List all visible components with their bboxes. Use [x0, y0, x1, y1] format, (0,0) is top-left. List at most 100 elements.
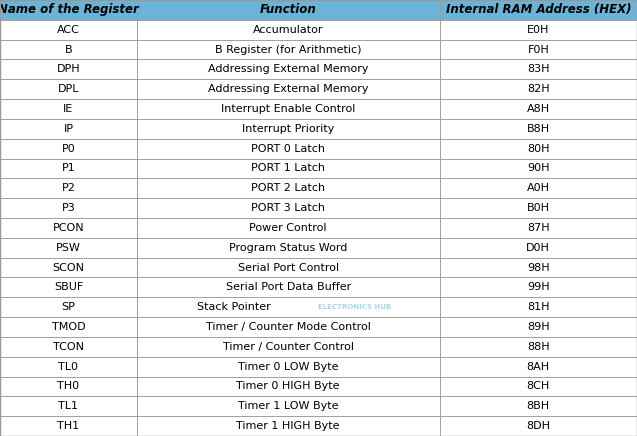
Text: 88H: 88H — [527, 342, 550, 352]
FancyBboxPatch shape — [137, 79, 440, 99]
Text: Addressing External Memory: Addressing External Memory — [208, 65, 368, 75]
FancyBboxPatch shape — [0, 99, 137, 119]
Text: A8H: A8H — [527, 104, 550, 114]
Text: D0H: D0H — [526, 243, 550, 253]
Text: B8H: B8H — [527, 124, 550, 134]
FancyBboxPatch shape — [0, 59, 137, 79]
FancyBboxPatch shape — [440, 297, 637, 317]
Text: SCON: SCON — [52, 262, 85, 272]
FancyBboxPatch shape — [440, 416, 637, 436]
FancyBboxPatch shape — [440, 238, 637, 258]
FancyBboxPatch shape — [0, 20, 137, 40]
Text: TH0: TH0 — [57, 382, 80, 392]
FancyBboxPatch shape — [0, 119, 137, 139]
Text: E0H: E0H — [527, 25, 550, 35]
FancyBboxPatch shape — [137, 198, 440, 218]
FancyBboxPatch shape — [440, 178, 637, 198]
FancyBboxPatch shape — [0, 297, 137, 317]
Text: Interrupt Enable Control: Interrupt Enable Control — [221, 104, 355, 114]
Text: Stack Pointer: Stack Pointer — [197, 302, 271, 312]
Text: PORT 0 Latch: PORT 0 Latch — [251, 143, 326, 153]
Text: PORT 2 Latch: PORT 2 Latch — [251, 183, 326, 193]
FancyBboxPatch shape — [137, 317, 440, 337]
Text: 8AH: 8AH — [527, 361, 550, 371]
Text: Serial Port Control: Serial Port Control — [238, 262, 339, 272]
FancyBboxPatch shape — [0, 139, 137, 159]
Text: Timer 0 HIGH Byte: Timer 0 HIGH Byte — [236, 382, 340, 392]
FancyBboxPatch shape — [440, 258, 637, 277]
Text: TCON: TCON — [53, 342, 84, 352]
FancyBboxPatch shape — [137, 139, 440, 159]
FancyBboxPatch shape — [137, 297, 440, 317]
Text: 8DH: 8DH — [526, 421, 550, 431]
FancyBboxPatch shape — [0, 0, 137, 20]
Text: SP: SP — [62, 302, 75, 312]
Text: F0H: F0H — [527, 44, 549, 54]
FancyBboxPatch shape — [137, 40, 440, 59]
FancyBboxPatch shape — [0, 198, 137, 218]
FancyBboxPatch shape — [440, 218, 637, 238]
FancyBboxPatch shape — [137, 99, 440, 119]
Text: TL1: TL1 — [59, 401, 78, 411]
Text: PSW: PSW — [56, 243, 81, 253]
Text: Timer 0 LOW Byte: Timer 0 LOW Byte — [238, 361, 338, 371]
FancyBboxPatch shape — [440, 139, 637, 159]
Text: SBUF: SBUF — [54, 283, 83, 293]
FancyBboxPatch shape — [137, 258, 440, 277]
Text: Timer / Counter Mode Control: Timer / Counter Mode Control — [206, 322, 371, 332]
Text: B0H: B0H — [527, 203, 550, 213]
FancyBboxPatch shape — [440, 99, 637, 119]
Text: Addressing External Memory: Addressing External Memory — [208, 84, 368, 94]
Text: PORT 1 Latch: PORT 1 Latch — [251, 164, 326, 174]
FancyBboxPatch shape — [137, 416, 440, 436]
FancyBboxPatch shape — [137, 277, 440, 297]
Text: B: B — [65, 44, 72, 54]
FancyBboxPatch shape — [137, 119, 440, 139]
FancyBboxPatch shape — [440, 20, 637, 40]
Text: P3: P3 — [62, 203, 75, 213]
FancyBboxPatch shape — [0, 40, 137, 59]
FancyBboxPatch shape — [0, 79, 137, 99]
Text: Power Control: Power Control — [250, 223, 327, 233]
Text: P0: P0 — [62, 143, 75, 153]
Text: Name of the Register: Name of the Register — [0, 3, 139, 17]
Text: IP: IP — [64, 124, 73, 134]
Text: 80H: 80H — [527, 143, 550, 153]
FancyBboxPatch shape — [0, 377, 137, 396]
FancyBboxPatch shape — [440, 159, 637, 178]
Text: Accumulator: Accumulator — [253, 25, 324, 35]
FancyBboxPatch shape — [440, 337, 637, 357]
FancyBboxPatch shape — [0, 416, 137, 436]
FancyBboxPatch shape — [440, 198, 637, 218]
Text: 82H: 82H — [527, 84, 550, 94]
Text: PCON: PCON — [53, 223, 84, 233]
FancyBboxPatch shape — [0, 317, 137, 337]
Text: 8CH: 8CH — [527, 382, 550, 392]
FancyBboxPatch shape — [0, 218, 137, 238]
Text: TH1: TH1 — [57, 421, 80, 431]
FancyBboxPatch shape — [137, 178, 440, 198]
Text: ELECTRONICS HUB: ELECTRONICS HUB — [318, 304, 391, 310]
Text: Serial Port Data Buffer: Serial Port Data Buffer — [225, 283, 351, 293]
FancyBboxPatch shape — [440, 0, 637, 20]
FancyBboxPatch shape — [440, 119, 637, 139]
FancyBboxPatch shape — [137, 238, 440, 258]
Text: 81H: 81H — [527, 302, 550, 312]
FancyBboxPatch shape — [137, 337, 440, 357]
FancyBboxPatch shape — [0, 238, 137, 258]
FancyBboxPatch shape — [440, 40, 637, 59]
FancyBboxPatch shape — [137, 396, 440, 416]
FancyBboxPatch shape — [0, 396, 137, 416]
FancyBboxPatch shape — [440, 396, 637, 416]
Text: Interrupt Priority: Interrupt Priority — [242, 124, 334, 134]
FancyBboxPatch shape — [137, 159, 440, 178]
Text: 98H: 98H — [527, 262, 550, 272]
FancyBboxPatch shape — [440, 317, 637, 337]
FancyBboxPatch shape — [137, 0, 440, 20]
Text: P2: P2 — [62, 183, 75, 193]
Text: Program Status Word: Program Status Word — [229, 243, 347, 253]
Text: ACC: ACC — [57, 25, 80, 35]
Text: DPL: DPL — [58, 84, 79, 94]
FancyBboxPatch shape — [137, 59, 440, 79]
Text: 83H: 83H — [527, 65, 550, 75]
